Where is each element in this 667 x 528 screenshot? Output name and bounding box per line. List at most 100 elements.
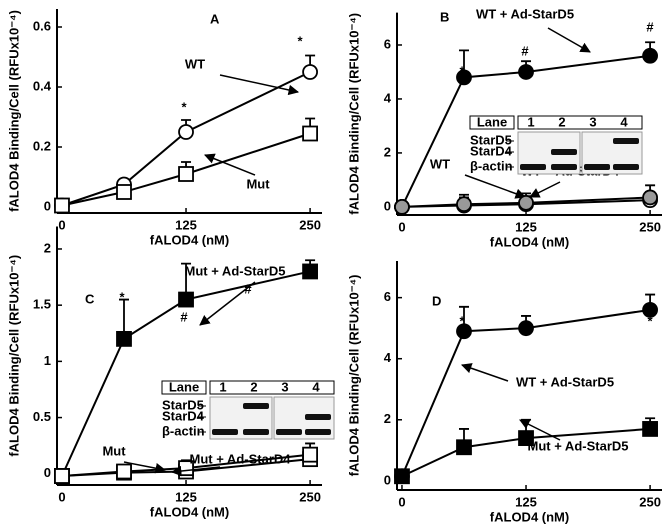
- panel-label: C: [85, 291, 95, 306]
- series-label: Mut: [102, 443, 126, 458]
- blot-band: [520, 164, 546, 170]
- blot-band: [551, 149, 577, 155]
- marker: [178, 166, 194, 182]
- y-tick-label: 2: [384, 144, 391, 159]
- series-label: Mut: [246, 176, 270, 191]
- y-tick-label: 2: [384, 411, 391, 426]
- x-axis-label: fALOD4 (nM): [150, 504, 229, 519]
- marker: [518, 194, 534, 211]
- callout-arrow: [199, 281, 256, 326]
- inset-lane: 2: [250, 379, 257, 394]
- y-tick-label: 4: [384, 350, 392, 365]
- marker: [642, 189, 658, 206]
- y-tick-label: 1.5: [33, 297, 51, 312]
- x-axis-label: fALOD4 (nM): [150, 232, 229, 247]
- x-axis-label: fALOD4 (nM): [490, 234, 569, 249]
- significance-mark: *: [522, 322, 528, 337]
- inset-header-box: [469, 115, 515, 130]
- callout-arrow: [547, 27, 591, 53]
- significance-mark: *: [647, 313, 653, 328]
- x-tick-label: 125: [175, 217, 197, 232]
- blot-band: [276, 429, 302, 435]
- inset-lane: 3: [281, 379, 288, 394]
- inset-row-label: StarD5: [470, 132, 512, 147]
- significance-mark: *: [119, 289, 125, 304]
- y-axis-label: fALOD4 Binding/Cell (RFUx10⁻⁴): [346, 275, 361, 477]
- x-tick-label: 250: [639, 494, 661, 509]
- x-tick-label: 0: [398, 494, 405, 509]
- marker: [394, 468, 410, 485]
- series-line: [61, 270, 311, 477]
- inset-lane: 4: [620, 114, 628, 129]
- series-line: [61, 453, 311, 478]
- x-tick-label: 0: [58, 489, 65, 504]
- series-label: Mut + Ad-StarD5: [185, 263, 286, 278]
- y-tick-label: 0.5: [33, 409, 51, 424]
- inset-lane-box: [209, 380, 335, 395]
- series-label: Mut + Ad-StarD4: [190, 451, 292, 466]
- marker: [54, 197, 70, 214]
- marker: [642, 301, 658, 318]
- x-tick-label: 250: [299, 489, 321, 504]
- significance-mark: #: [180, 309, 188, 324]
- y-axis-label: fALOD4 Binding/Cell (RFUx10⁻⁴): [6, 255, 21, 457]
- significance-mark: #: [521, 43, 529, 58]
- blot-band: [613, 138, 639, 144]
- marker: [456, 323, 472, 340]
- series-label: WT: [430, 156, 450, 171]
- marker: [642, 421, 658, 437]
- series-line: [401, 308, 651, 477]
- series-line: [61, 132, 311, 207]
- marker: [116, 184, 132, 200]
- significance-mark: *: [297, 33, 303, 48]
- series-label: WT + Ad-StarD5: [516, 374, 614, 389]
- x-tick-label: 125: [175, 489, 197, 504]
- marker: [116, 330, 132, 347]
- x-axis-label: fALOD4 (nM): [490, 509, 569, 524]
- y-tick-label: 0.4: [33, 78, 52, 93]
- y-tick-label: 0: [384, 198, 391, 213]
- inset-row-label: StarD4: [162, 408, 205, 423]
- y-tick-label: 4: [384, 90, 392, 105]
- series-label: WT: [185, 56, 205, 71]
- inset-row-label: β-actin: [470, 158, 513, 173]
- marker: [54, 468, 70, 484]
- x-tick-label: 125: [515, 219, 537, 234]
- significance-mark: *: [459, 63, 465, 78]
- y-tick-label: 0: [44, 465, 51, 480]
- inset-header: Lane: [477, 114, 507, 129]
- series-line: [61, 71, 311, 207]
- marker: [456, 439, 472, 456]
- inset-header-box: [161, 380, 207, 395]
- y-axis-label: fALOD4 Binding/Cell (RFUx10⁻⁴): [346, 13, 361, 215]
- blot-band: [243, 429, 269, 435]
- x-tick-label: 250: [639, 219, 661, 234]
- callout-arrow: [461, 363, 509, 382]
- panel-label: D: [432, 293, 441, 308]
- y-tick-label: 2: [44, 240, 51, 255]
- marker: [394, 199, 410, 215]
- y-tick-label: 6: [384, 36, 391, 51]
- inset-lane: 4: [312, 379, 320, 394]
- significance-mark: #: [244, 281, 252, 296]
- inset-row-label: β-actin: [162, 423, 205, 438]
- marker: [302, 263, 318, 280]
- blot-band: [551, 164, 577, 170]
- marker: [302, 125, 318, 142]
- inset-lane: 1: [527, 114, 534, 129]
- y-tick-label: 0: [384, 472, 391, 487]
- x-tick-label: 0: [398, 219, 405, 234]
- marker: [518, 430, 534, 446]
- blot-band: [305, 414, 331, 420]
- series-label: WT + Ad-StarD5: [476, 6, 574, 21]
- significance-mark: #: [646, 19, 654, 34]
- marker: [302, 446, 318, 463]
- marker: [116, 463, 132, 480]
- inset-header: Lane: [169, 379, 199, 394]
- y-tick-label: 6: [384, 289, 391, 304]
- series-line: [401, 54, 651, 208]
- blot-band: [613, 164, 639, 170]
- blot-band: [212, 429, 238, 435]
